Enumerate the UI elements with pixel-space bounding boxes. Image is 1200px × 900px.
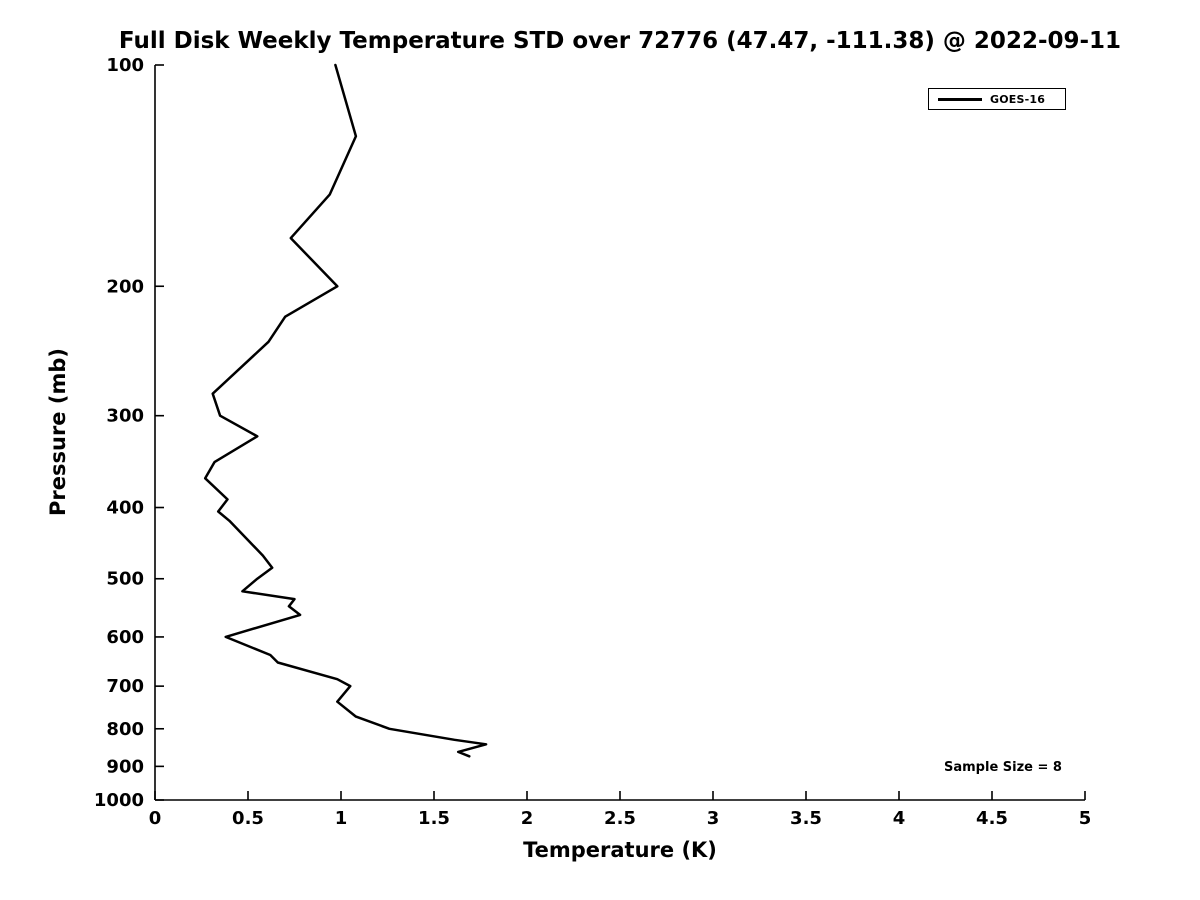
- x-tick-label: 1.5: [418, 808, 450, 829]
- chart-title: Full Disk Weekly Temperature STD over 72…: [118, 28, 1122, 54]
- y-tick-label: 800: [106, 719, 144, 740]
- y-tick-label: 700: [106, 676, 144, 697]
- x-tick-label: 0.5: [232, 808, 264, 829]
- series-line-goes-16: [203, 63, 488, 758]
- y-tick-label: 400: [106, 498, 144, 519]
- y-tick-label: 500: [106, 569, 144, 590]
- x-tick-label: 3: [707, 808, 720, 829]
- x-tick-label: 2: [521, 808, 534, 829]
- x-tick-label: 4.5: [976, 808, 1008, 829]
- legend-series-label: GOES-16: [990, 92, 1046, 106]
- legend: GOES-16: [928, 88, 1066, 110]
- legend-line-sample: [938, 97, 982, 101]
- x-tick-label: 2.5: [604, 808, 636, 829]
- x-tick-label: 0: [149, 808, 162, 829]
- y-tick-label: 1000: [94, 790, 144, 811]
- x-axis-label: Temperature (K): [523, 838, 717, 862]
- y-axis-label: Pressure (mb): [46, 348, 70, 516]
- x-tick-label: 5: [1079, 808, 1092, 829]
- x-tick-label: 1: [335, 808, 348, 829]
- y-tick-label: 200: [106, 276, 144, 297]
- sample-size-annotation: Sample Size = 8: [944, 760, 1062, 775]
- x-tick-label: 3.5: [790, 808, 822, 829]
- y-tick-label: 600: [106, 627, 144, 648]
- y-tick-label: 100: [106, 55, 144, 76]
- x-tick-label: 4: [893, 808, 906, 829]
- y-tick-label: 900: [106, 756, 144, 777]
- y-tick-label: 300: [106, 406, 144, 427]
